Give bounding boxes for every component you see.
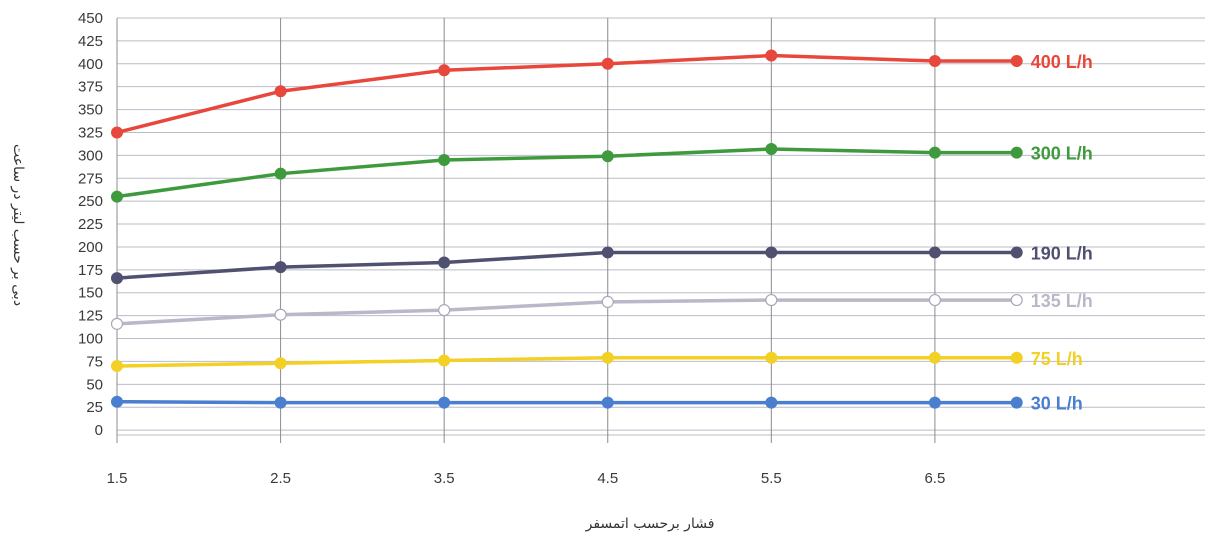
x-tick-label: 2.5: [270, 470, 291, 487]
data-point: [438, 256, 451, 269]
y-tick-label: 175: [78, 262, 103, 279]
x-tick-label: 1.5: [107, 470, 128, 487]
data-point: [438, 153, 451, 166]
y-tick-label: 450: [78, 10, 103, 27]
y-tick-label: 300: [78, 147, 103, 164]
series-300-l-h: 300 L/h: [111, 142, 1093, 203]
data-point: [1010, 396, 1023, 409]
data-point: [928, 246, 941, 259]
data-point: [274, 85, 287, 98]
y-tick-label: 325: [78, 124, 103, 141]
series-label: 135 L/h: [1031, 291, 1093, 311]
data-point: [928, 55, 941, 68]
data-point: [765, 49, 778, 62]
data-point: [274, 357, 287, 370]
y-tick-label: 25: [86, 399, 103, 416]
x-axis-label: فشار برحسب اتمسفر: [585, 516, 715, 532]
data-point: [274, 396, 287, 409]
data-point: [1010, 246, 1023, 259]
y-tick-label: 425: [78, 33, 103, 50]
x-axis-ticks: 1.5 2.5 3.5 4.5 5.5 6.5: [107, 470, 946, 487]
series-line: [116, 147, 1017, 199]
y-tick-label: 50: [86, 376, 103, 393]
y-axis-ticks: 0 25 50 75 100 125 150 175 200 225 250 275 300 325 350…: [78, 10, 103, 439]
series-line: [116, 53, 1017, 135]
y-tick-label: 400: [78, 56, 103, 73]
x-tick-label: 6.5: [924, 470, 945, 487]
data-point: [928, 351, 941, 364]
data-point: [928, 396, 941, 409]
data-point: [1010, 55, 1023, 68]
series-75-l-h: 75 L/h: [111, 349, 1083, 372]
data-point: [601, 57, 614, 70]
data-point: [110, 317, 124, 330]
data-point: [928, 146, 941, 159]
y-tick-label: 350: [78, 102, 103, 119]
y-tick-label: 250: [78, 193, 103, 210]
data-point: [765, 396, 778, 409]
series-label: 300 L/h: [1031, 144, 1093, 164]
x-tick-label: 4.5: [597, 470, 618, 487]
y-tick-label: 200: [78, 239, 103, 256]
data-point: [438, 64, 451, 77]
data-point: [1010, 351, 1023, 364]
data-point: [438, 354, 451, 367]
y-tick-label: 0: [95, 422, 103, 439]
series-label: 30 L/h: [1031, 394, 1083, 414]
data-point: [601, 150, 614, 163]
series-label: 75 L/h: [1031, 349, 1083, 369]
grid: [116, 17, 1205, 443]
series-line: [116, 250, 1017, 280]
series-line: [116, 399, 1017, 405]
data-point: [765, 142, 778, 155]
data-point: [111, 126, 123, 139]
y-axis-label: دبی بر حسب لیتر در ساعت: [10, 144, 26, 306]
y-tick-label: 125: [78, 308, 103, 325]
series-group: 400 L/h 300 L/h 190 L/h 135 L/h 75 L/h 30 L/h: [110, 49, 1093, 414]
data-point: [765, 351, 778, 364]
data-point: [111, 395, 123, 408]
y-tick-label: 100: [78, 331, 103, 348]
series-400-l-h: 400 L/h: [111, 49, 1093, 139]
data-point: [111, 272, 123, 285]
data-point: [438, 396, 451, 409]
series-line: [116, 298, 1017, 326]
data-point: [274, 308, 287, 321]
series-30-l-h: 30 L/h: [111, 394, 1083, 414]
data-point: [765, 246, 778, 259]
data-point: [274, 261, 287, 274]
series-label: 190 L/h: [1031, 243, 1093, 263]
data-point: [601, 396, 614, 409]
data-point: [1010, 293, 1023, 307]
data-point: [274, 167, 287, 180]
data-point: [928, 293, 942, 307]
series-label: 400 L/h: [1031, 52, 1093, 72]
y-tick-label: 75: [86, 353, 103, 370]
series-135-l-h: 135 L/h: [110, 291, 1093, 330]
series-190-l-h: 190 L/h: [111, 243, 1093, 285]
x-tick-label: 5.5: [761, 470, 782, 487]
data-point: [601, 295, 614, 308]
data-point: [601, 351, 614, 364]
data-point: [765, 293, 778, 307]
data-point: [111, 360, 123, 372]
y-tick-label: 275: [78, 170, 103, 187]
data-point: [1010, 146, 1023, 159]
data-point: [438, 304, 451, 317]
y-tick-label: 375: [78, 79, 103, 96]
y-tick-label: 150: [78, 285, 103, 302]
data-point: [601, 246, 614, 259]
data-point: [111, 190, 123, 203]
x-tick-label: 3.5: [434, 470, 455, 487]
y-tick-label: 225: [78, 216, 103, 233]
